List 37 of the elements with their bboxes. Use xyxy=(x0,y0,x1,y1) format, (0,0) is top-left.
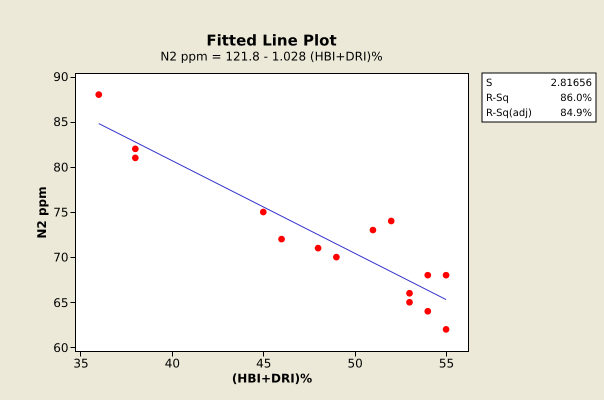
y-axis-title: N2 ppm xyxy=(35,186,50,239)
point xyxy=(132,154,139,162)
y-tick-label: 90 xyxy=(53,70,68,84)
y-tick-label: 70 xyxy=(53,250,68,265)
y-tick-label: 60 xyxy=(53,340,68,355)
point xyxy=(278,236,285,242)
text: 86.0% xyxy=(560,93,592,104)
chart-title: Fitted Line Plot xyxy=(206,32,337,50)
text: R-Sq(adj) xyxy=(486,108,532,119)
point xyxy=(260,208,267,216)
chart-subtitle: N2 ppm = 121.8 - 1.028 (HBI+DRI)% xyxy=(160,50,383,64)
point xyxy=(370,226,376,234)
x-tick-label: 50 xyxy=(348,356,363,370)
x-axis-title: (HBI+DRI)% xyxy=(232,372,312,386)
point xyxy=(95,91,102,98)
text: S xyxy=(486,78,492,89)
y-tick-label: 65 xyxy=(53,296,68,310)
point xyxy=(406,298,413,306)
x-tick-label: 35 xyxy=(73,356,89,370)
point xyxy=(406,290,413,297)
point xyxy=(388,218,395,224)
point xyxy=(314,244,322,252)
point xyxy=(424,272,432,279)
x-tick-label: 55 xyxy=(438,356,454,370)
y-tick-label: 75 xyxy=(53,206,68,220)
y-tick-label: 85 xyxy=(53,115,68,130)
text: 84.9% xyxy=(560,108,592,119)
point xyxy=(333,254,340,260)
point xyxy=(442,326,450,333)
point xyxy=(132,145,139,152)
y-tick-label: 80 xyxy=(53,160,68,174)
point xyxy=(424,308,432,315)
text: 2.81656 xyxy=(550,78,592,89)
x-tick-label: 45 xyxy=(256,356,272,370)
text: R-Sq xyxy=(486,93,509,104)
point xyxy=(442,272,450,279)
x-tick-label: 40 xyxy=(164,356,180,370)
